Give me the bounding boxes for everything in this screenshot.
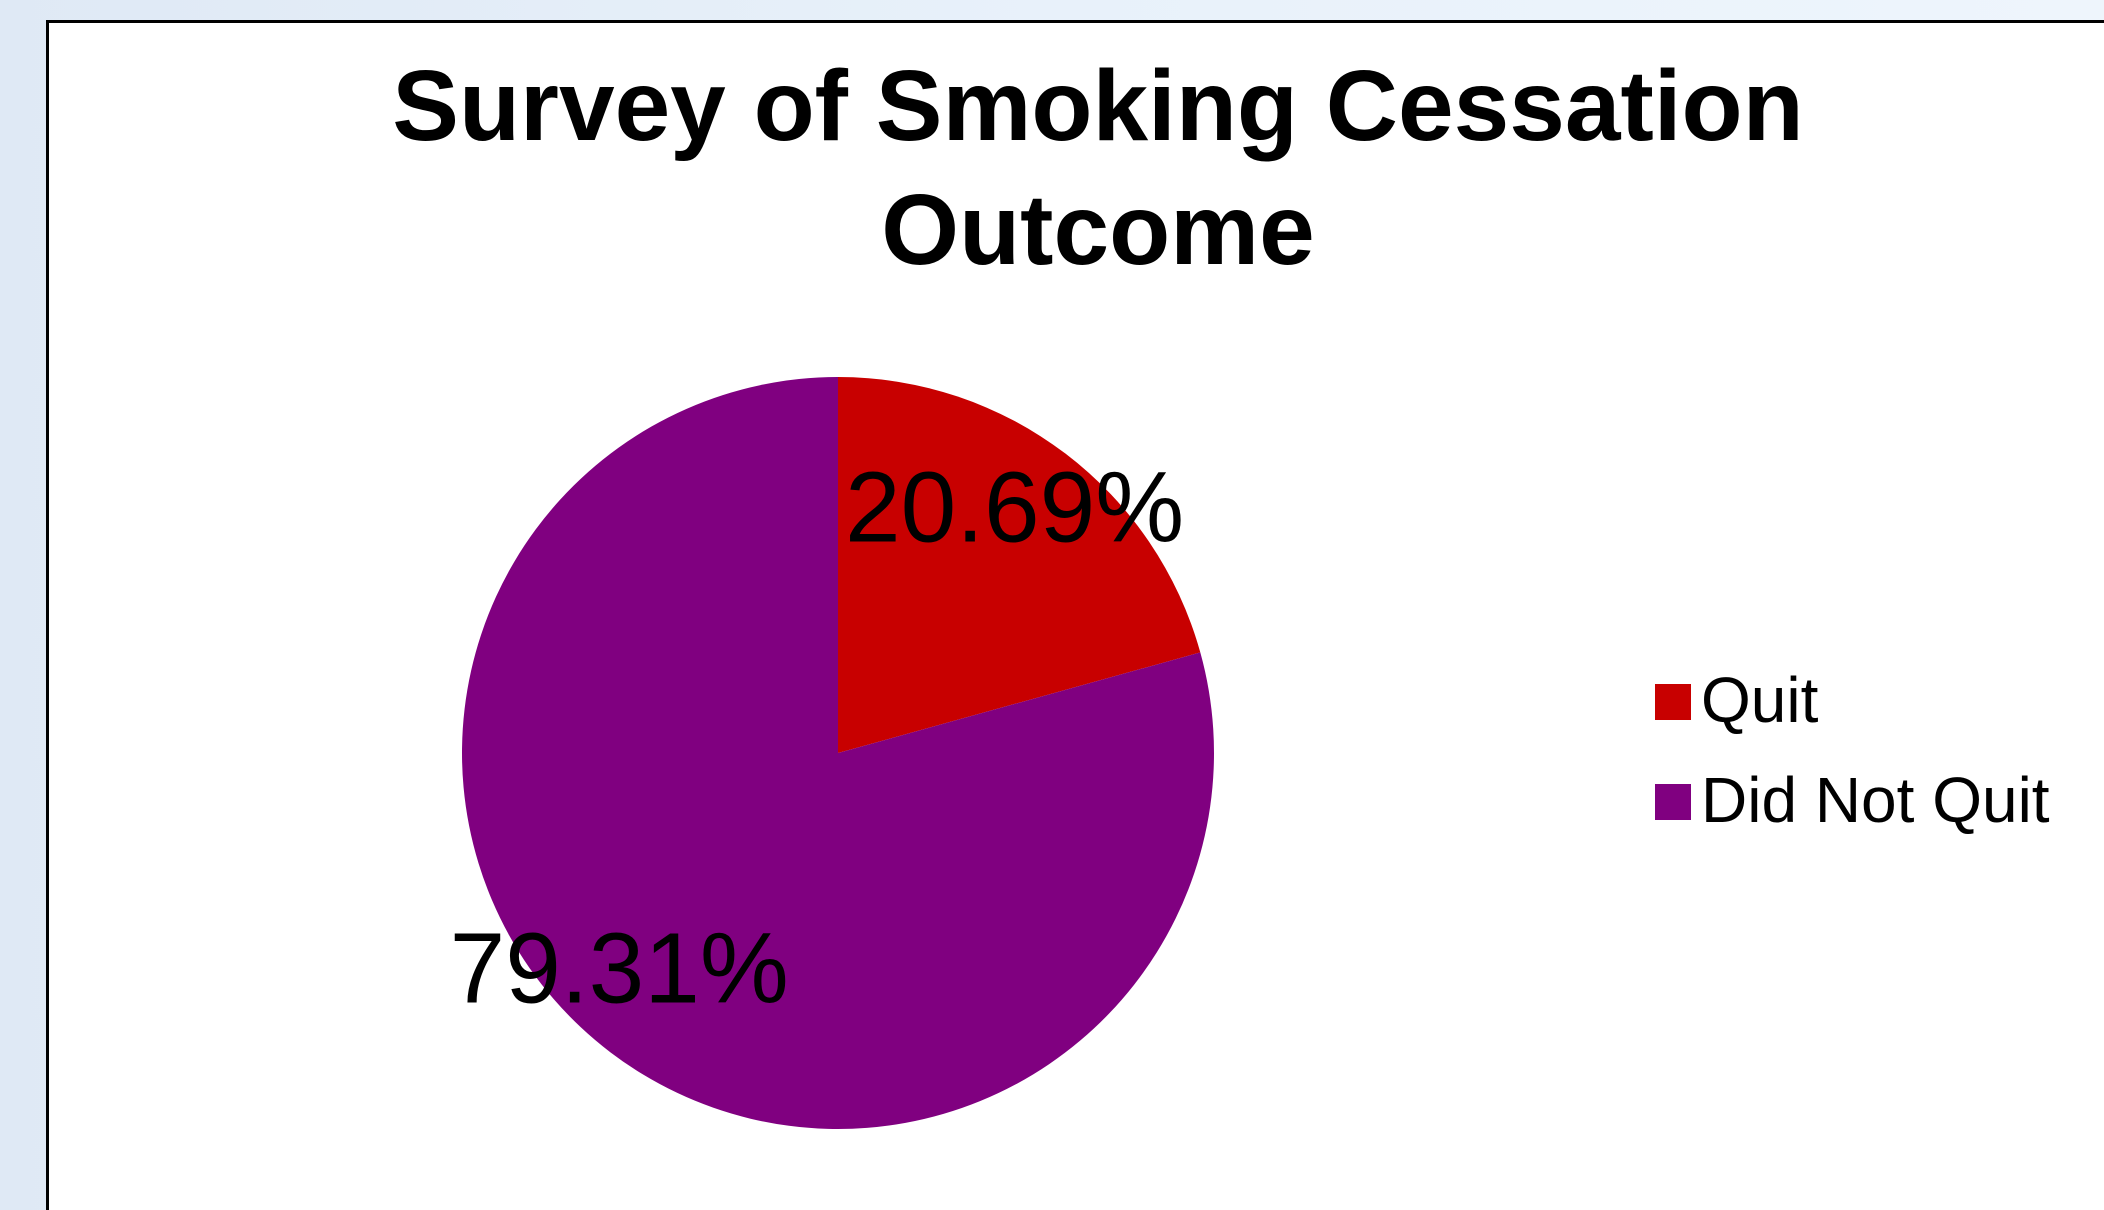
data-label-did-not-quit: 79.31% (450, 913, 789, 1025)
data-label-quit: 20.69% (845, 452, 1184, 564)
chart-title-line-1: Survey of Smoking Cessation (392, 50, 1803, 162)
legend-label-did-not-quit: Did Not Quit (1701, 764, 2050, 836)
legend-swatch-quit (1655, 684, 1691, 720)
data-labels: 20.69% 79.31% (450, 452, 1185, 1025)
legend-swatch-did-not-quit (1655, 784, 1691, 820)
pie-slices (461, 377, 1214, 1130)
pie-slice-did-not-quit (461, 377, 1214, 1130)
chart-title: Survey of Smoking Cessation Outcome (392, 50, 1803, 286)
legend: Quit Did Not Quit (1655, 664, 2050, 836)
chart-title-line-2: Outcome (881, 174, 1314, 286)
pie-slice-quit (838, 377, 1201, 753)
legend-label-quit: Quit (1701, 664, 1819, 736)
